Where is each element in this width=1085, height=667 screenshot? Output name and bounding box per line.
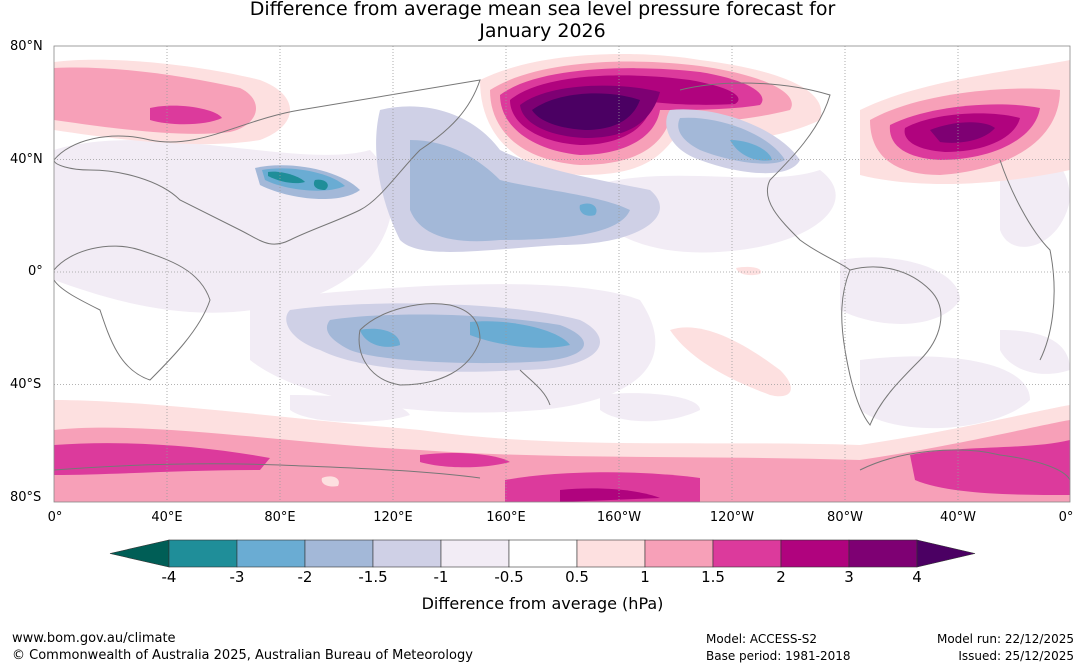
- colorbar-tick: 1: [640, 568, 650, 586]
- map-frame: [53, 45, 1071, 503]
- colorbar-swatch: [712, 539, 782, 568]
- colorbar-swatch: [168, 539, 238, 568]
- australia-low: [286, 303, 600, 372]
- base-period: Base period: 1981-2018: [706, 649, 851, 663]
- colorbar-swatch: [644, 539, 714, 568]
- north-atlantic-high: [860, 60, 1070, 185]
- north-pacific-low-band: [376, 106, 660, 252]
- western-north-america-low: [666, 109, 800, 174]
- lon-label-120e: 120°E: [373, 510, 413, 525]
- lat-label-80s: 80°S: [10, 490, 42, 505]
- colorbar-swatch: [372, 539, 442, 568]
- lon-label-160w: 160°W: [596, 510, 642, 525]
- copyright-text: © Commonwealth of Australia 2025, Austra…: [12, 648, 473, 663]
- siberia-high: [54, 59, 290, 145]
- colorbar-tick: -3: [229, 568, 245, 586]
- lon-label-120w: 120°W: [709, 510, 755, 525]
- lon-label-0-right: 0°: [1058, 510, 1074, 525]
- southern-ocean-high-band: [54, 400, 1070, 502]
- website-link[interactable]: www.bom.gov.au/climate: [12, 631, 176, 646]
- weak-positive-areas: [321, 266, 791, 487]
- map-gridlines: [54, 46, 1070, 502]
- lon-label-80w: 80°W: [827, 510, 863, 525]
- colorbar-tick: 2: [776, 568, 786, 586]
- lat-label-equator: 0°: [28, 264, 43, 279]
- colorbar-swatch: [780, 539, 850, 568]
- model-run-date: Model run: 22/12/2025: [936, 632, 1074, 646]
- colorbar-swatch: [508, 539, 578, 568]
- colorbar-tick: -0.5: [494, 568, 524, 586]
- colorbar-arrow-high: [916, 539, 976, 568]
- lat-label-80n: 80°N: [10, 39, 43, 54]
- colorbar-swatch: [576, 539, 646, 568]
- lon-label-40w: 40°W: [940, 510, 976, 525]
- issued-date: Issued: 25/12/2025: [958, 649, 1074, 663]
- colorbar-arrow-low: [109, 539, 170, 568]
- lon-label-160e: 160°E: [486, 510, 526, 525]
- colorbar-tick: -1: [433, 568, 449, 586]
- colorbar: [109, 539, 976, 568]
- lat-label-40n: 40°N: [10, 152, 43, 167]
- model-name: Model: ACCESS-S2: [706, 632, 818, 646]
- chart-title-line-2: January 2026: [479, 20, 606, 42]
- colorbar-swatch: [440, 539, 510, 568]
- colorbar-title: Difference from average (hPa): [421, 594, 664, 613]
- chart-title-line-1: Difference from average mean sea level p…: [249, 0, 836, 20]
- north-pacific-high: [480, 54, 822, 175]
- colorbar-swatch: [848, 539, 918, 568]
- tibet-low: [255, 165, 360, 200]
- lon-label-40e: 40°E: [151, 510, 183, 525]
- colorbar-tick: 4: [912, 568, 922, 586]
- colorbar-tick: 1.5: [701, 568, 725, 586]
- lon-label-80e: 80°E: [264, 510, 296, 525]
- colorbar-tick: 3: [844, 568, 854, 586]
- lon-label-0: 0°: [47, 510, 63, 525]
- colorbar-swatch: [304, 539, 374, 568]
- colorbar-tick: -2: [297, 568, 313, 586]
- lat-label-40s: 40°S: [10, 377, 42, 392]
- colorbar-swatch: [236, 539, 306, 568]
- colorbar-tick: -4: [161, 568, 177, 586]
- colorbar-tick: -1.5: [358, 568, 388, 586]
- continent-outlines: [54, 79, 1070, 481]
- colorbar-tick: 0.5: [565, 568, 589, 586]
